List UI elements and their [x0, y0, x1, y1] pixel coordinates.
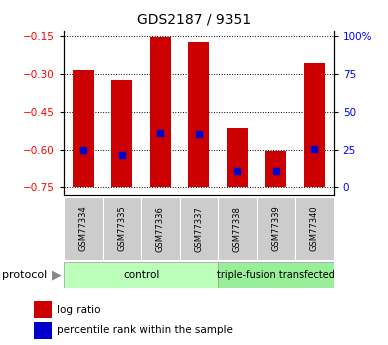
Text: control: control [123, 270, 159, 280]
Bar [150, 37, 171, 187]
Text: GSM77338: GSM77338 [233, 206, 242, 252]
Bar [218, 262, 334, 288]
Bar [73, 70, 94, 187]
Text: log ratio: log ratio [57, 305, 100, 315]
Bar [227, 128, 248, 187]
Bar [141, 197, 180, 260]
Text: GDS2187 / 9351: GDS2187 / 9351 [137, 12, 251, 26]
Bar [111, 80, 132, 187]
Text: percentile rank within the sample: percentile rank within the sample [57, 325, 232, 335]
Text: GSM77335: GSM77335 [117, 206, 126, 252]
Bar [102, 197, 141, 260]
Text: protocol: protocol [2, 270, 47, 280]
Bar [35, 322, 52, 339]
Bar [304, 62, 325, 187]
Text: GSM77337: GSM77337 [194, 206, 203, 252]
Text: GSM77340: GSM77340 [310, 206, 319, 252]
Bar [64, 197, 102, 260]
Bar [265, 151, 286, 187]
Bar [64, 262, 218, 288]
Bar [256, 197, 295, 260]
Text: GSM77339: GSM77339 [271, 206, 281, 252]
Bar [295, 197, 334, 260]
Text: triple-fusion transfected: triple-fusion transfected [217, 270, 335, 280]
Bar [188, 42, 210, 187]
Text: ▶: ▶ [52, 269, 62, 282]
Text: GSM77336: GSM77336 [156, 206, 165, 252]
Bar [35, 302, 52, 318]
Bar [180, 197, 218, 260]
Text: GSM77334: GSM77334 [79, 206, 88, 252]
Bar [218, 197, 256, 260]
